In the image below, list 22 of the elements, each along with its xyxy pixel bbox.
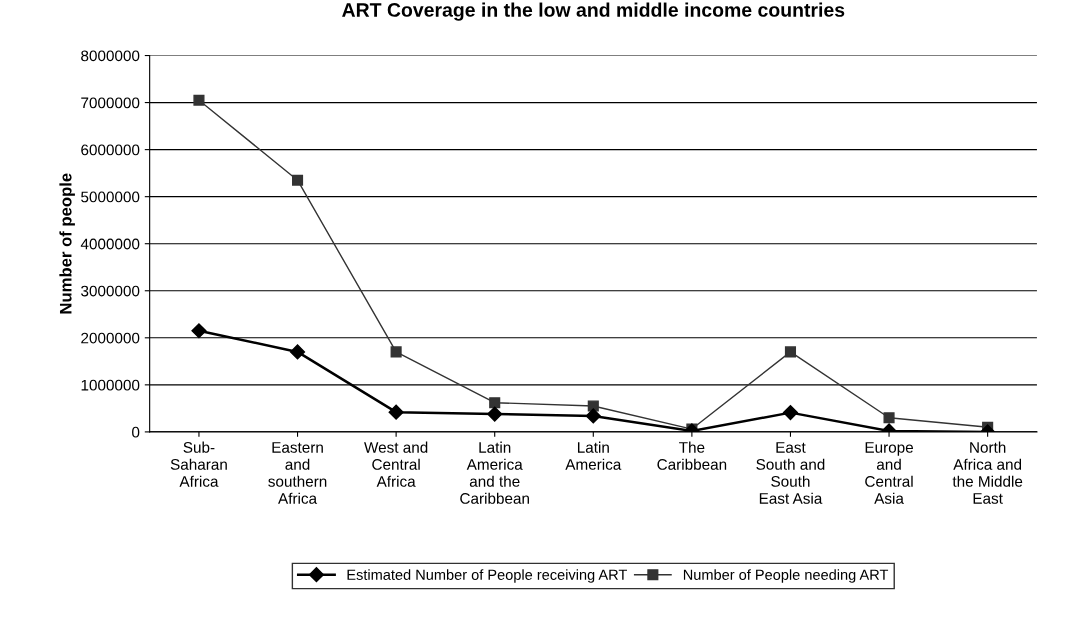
y-tick-label: 6000000 xyxy=(81,144,140,156)
y-tick-label: 5000000 xyxy=(81,191,140,203)
x-tick-label: Sub- Saharan Africa xyxy=(170,441,227,487)
x-tick-label: North Africa and the Middle East xyxy=(952,441,1023,504)
legend-label: Number of People needing ART xyxy=(683,569,889,583)
x-tick-label: Europe and Central Asia xyxy=(865,442,914,504)
y-tick-label: 7000000 xyxy=(81,97,140,109)
y-tick-label: 3000000 xyxy=(81,285,140,297)
y-tick-label: 8000000 xyxy=(81,50,140,62)
x-tick-label: West and Central Africa xyxy=(364,441,428,487)
y-tick-label: 2000000 xyxy=(81,332,140,344)
y-tick-label: 1000000 xyxy=(81,379,140,391)
y-tick-label: 4000000 xyxy=(80,238,140,250)
x-tick-label: Latin America and the Caribbean xyxy=(460,441,529,504)
x-tick-label: East South and South East Asia xyxy=(756,442,825,504)
y-axis-title: Number of people xyxy=(59,173,75,314)
x-tick-label: Eastern and southern Africa xyxy=(268,442,327,504)
x-tick-label: Latin America xyxy=(565,441,622,470)
legend-label: Estimated Number of People receiving ART xyxy=(347,569,628,583)
x-tick-label: The Caribbean xyxy=(657,441,727,470)
chart-title: ART Coverage in the low and middle income countries xyxy=(342,2,845,21)
y-tick-label: 0 xyxy=(132,426,140,438)
